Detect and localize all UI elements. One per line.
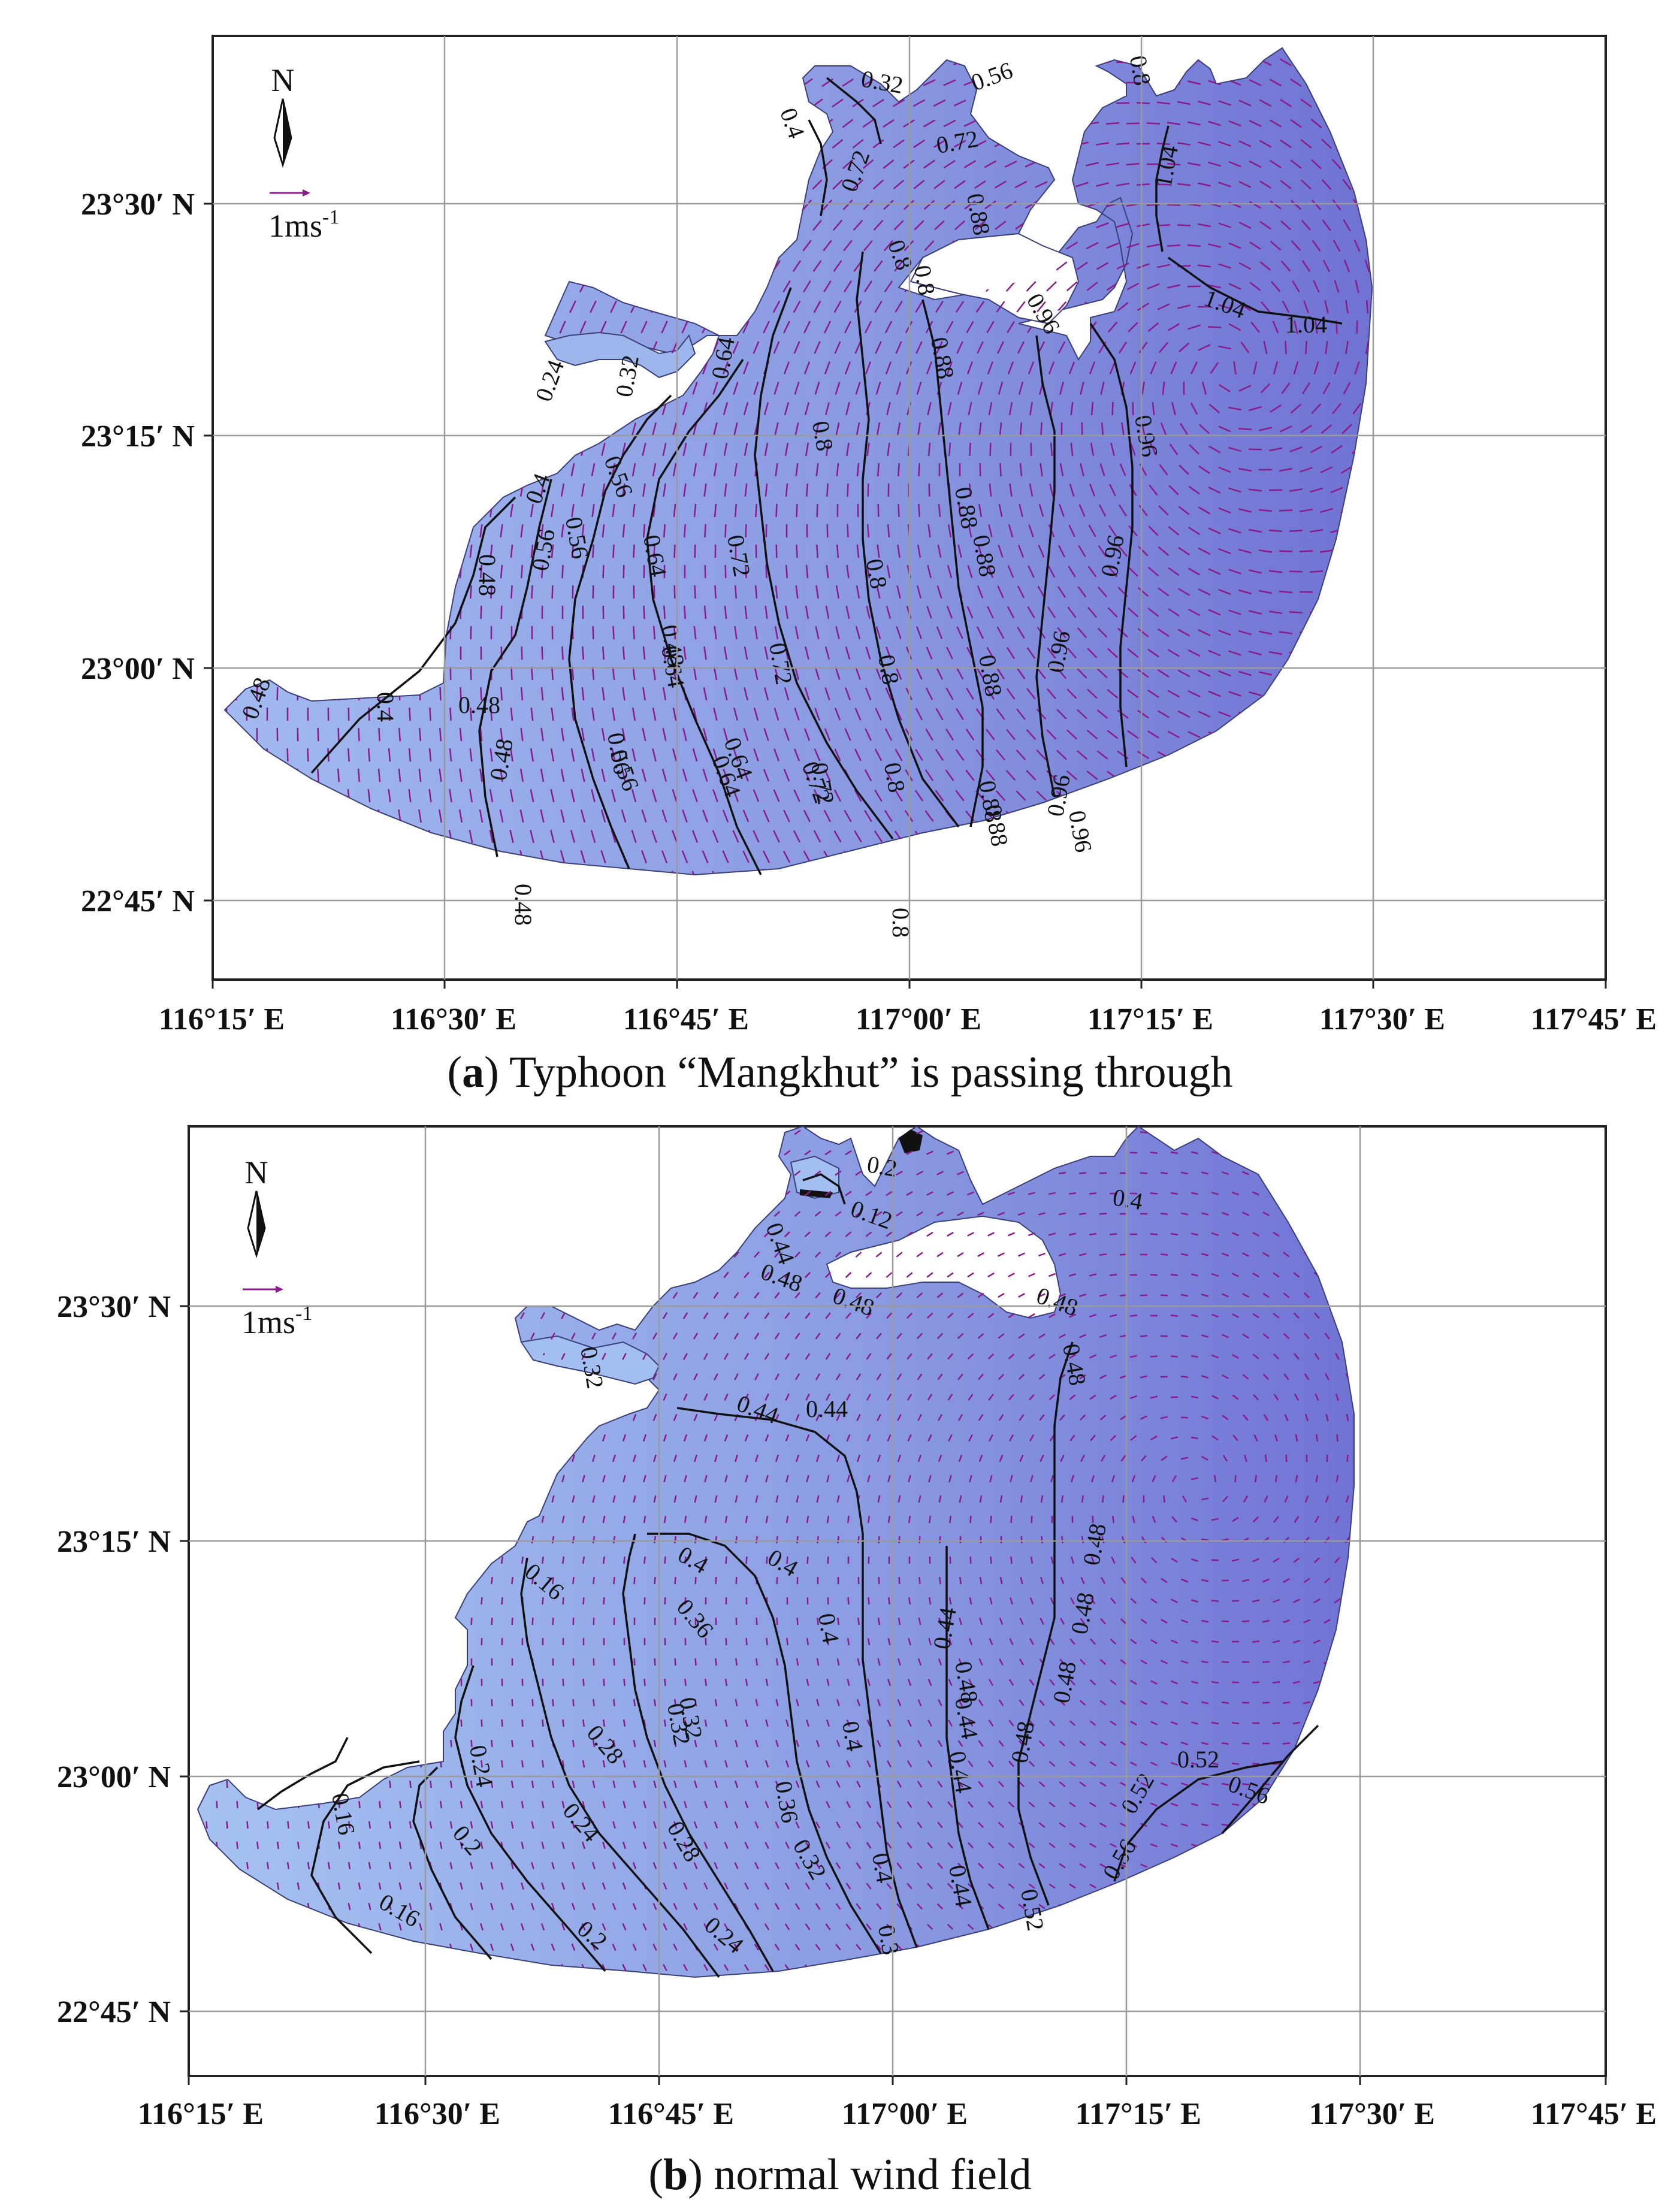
y-tick-label: 23°00′ N — [81, 652, 195, 686]
contour-line — [412, 1766, 492, 1960]
x-tick-label: 116°15′ E — [159, 1002, 285, 1037]
contour-line — [1017, 1341, 1074, 1906]
contour-label: 1.04 — [1285, 311, 1327, 338]
panel-b: 0.2 0.4 0.12 0.44 0.48 0.48 0.48 0.48 0.32 0.44 0.… — [0, 1102, 1680, 2212]
contour-label: 0.4 — [813, 1611, 845, 1645]
scale-label: 1ms-1 — [241, 1303, 312, 1340]
contour-line — [568, 394, 672, 869]
contour-line — [856, 251, 960, 828]
y-axis-ticks — [204, 203, 213, 902]
scale-arrow-icon — [243, 1286, 283, 1293]
contour-label: 0.48 — [510, 884, 537, 926]
north-label: N — [245, 1155, 268, 1190]
contour-line — [1035, 335, 1056, 797]
contour-label: 0.2 — [865, 1150, 899, 1182]
x-tick-label: 117°30′ E — [1319, 1002, 1445, 1037]
x-tick-label: 117°45′ E — [1531, 1002, 1657, 1037]
x-tick-label: 117°00′ E — [842, 2097, 968, 2131]
contour-line — [310, 1760, 420, 1954]
contour-line — [520, 1557, 720, 1978]
contour-line — [1167, 256, 1343, 325]
x-axis-ticks — [188, 2076, 1607, 2085]
contour-line — [1221, 1724, 1319, 1835]
x-axis-ticks — [211, 980, 1607, 989]
sea-area — [197, 1125, 1355, 1978]
scale-arrow-icon — [270, 189, 310, 197]
x-tick-label: 117°00′ E — [856, 1002, 981, 1037]
contour-line — [646, 359, 762, 875]
caption-a: (a) Typhoon “Mangkhut” is passing throug… — [447, 1048, 1233, 1097]
x-tick-label: 116°45′ E — [623, 1002, 749, 1037]
contour-line — [622, 1533, 774, 1972]
x-tick-label: 117°30′ E — [1309, 2097, 1435, 2131]
x-tick-label: 117°15′ E — [1075, 2097, 1201, 2131]
contour-label: 0.4 — [372, 692, 399, 722]
contour-line — [1089, 323, 1134, 767]
x-tick-label: 116°30′ E — [391, 1002, 516, 1037]
x-tick-label: 116°30′ E — [374, 2097, 500, 2131]
grid — [213, 36, 1606, 980]
contour-label: 0.52 — [1177, 1746, 1219, 1773]
contour-line — [1155, 125, 1170, 252]
contour-line — [676, 1407, 918, 1948]
contour-label: 0.3 — [873, 1923, 905, 1957]
x-tick-label: 116°45′ E — [608, 2097, 734, 2131]
x-tick-label: 117°15′ E — [1087, 1002, 1213, 1037]
contour-line — [754, 287, 894, 840]
y-tick-label: 23°15′ N — [81, 419, 195, 454]
grid — [189, 1126, 1606, 2076]
contour-line — [256, 1737, 349, 1811]
contour-label: 0.8 — [873, 652, 905, 687]
map-a: 0.32 0.56 0.80.720.40.720.881.040.80.80.96… — [81, 35, 1657, 1037]
x-tick-label: 116°15′ E — [138, 2097, 264, 2131]
contour-line — [921, 299, 984, 827]
scale-label: 1ms-1 — [268, 206, 339, 244]
contour-label: 0.8 — [861, 557, 893, 591]
contour-line — [945, 1546, 990, 1930]
x-tick-label: 117°45′ E — [1531, 2097, 1657, 2131]
contour-label: 0.8 — [909, 263, 941, 297]
map-b: 0.20.40.120.440.480.48 0.480.480.320.44 0.… — [57, 1125, 1657, 2131]
north-arrow-icon: N — [271, 62, 295, 168]
panel-a: 0.32 0.56 0.8 0.72 0.4 0.72 0.88 1.04 0.8 0.8 0.96… — [0, 0, 1680, 1102]
y-tick-label: 22°45′ N — [57, 1995, 171, 2029]
y-tick-label: 22°45′ N — [81, 884, 195, 918]
contour-label: 0.48 — [474, 554, 501, 596]
y-tick-label: 23°30′ N — [81, 188, 195, 222]
contour-line — [1113, 1760, 1283, 1882]
y-tick-label: 23°00′ N — [57, 1760, 171, 1794]
contour-label: 0.4 — [837, 1719, 869, 1753]
contour-line — [310, 496, 516, 774]
y-tick-label: 23°15′ N — [57, 1525, 171, 1559]
contour-label: 0.4 — [867, 1851, 899, 1885]
contour-line — [808, 119, 828, 216]
contour-label: 0.4 — [1111, 1183, 1145, 1215]
contour-lines — [310, 77, 1343, 875]
contour-lines — [256, 1173, 1319, 1978]
contour-labels: 0.32 0.56 0.80.720.40.720.881.040.80.80.96… — [236, 53, 1327, 938]
north-label: N — [271, 62, 295, 98]
contour-label: 0.8 — [1125, 53, 1156, 87]
y-tick-label: 23°30′ N — [57, 1290, 171, 1324]
contour-line — [802, 1173, 846, 1205]
contour-label: 0.44 — [806, 1395, 848, 1422]
contour-line — [478, 479, 552, 857]
contour-line — [826, 77, 882, 144]
contour-line — [647, 1533, 882, 1954]
y-axis-ticks — [180, 1305, 189, 2012]
caption-b: (b) normal wind field — [648, 2150, 1032, 2199]
north-arrow-icon: N — [245, 1155, 268, 1259]
contour-label: 0.8 — [879, 760, 911, 794]
contour-line — [454, 1665, 606, 1972]
contour-label: 0.48 — [458, 691, 500, 718]
